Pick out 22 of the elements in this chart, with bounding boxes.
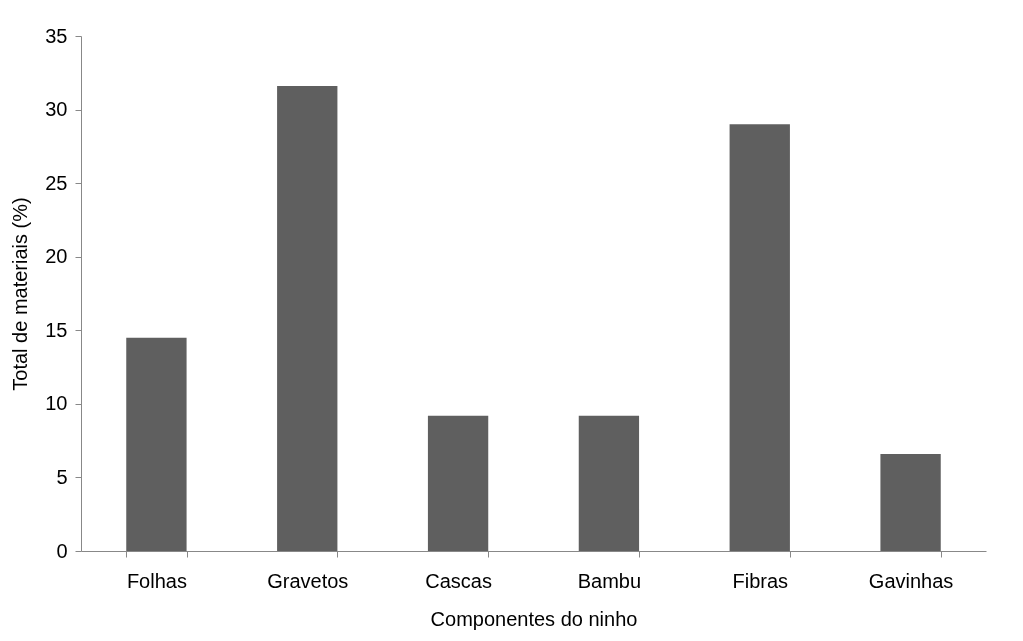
y-axis-title: Total de materiais (%): [9, 197, 32, 391]
x-tick-label: Bambu: [577, 569, 642, 592]
bar: [578, 415, 640, 551]
y-tick-label: 30: [45, 98, 68, 121]
x-tick-label: Gavinhas: [868, 569, 954, 592]
bar: [427, 415, 489, 551]
y-tick-label: 10: [45, 392, 68, 415]
y-tick-label: 35: [45, 24, 68, 47]
y-tick-label: 20: [45, 245, 68, 268]
x-tick-label: Folhas: [126, 569, 187, 592]
bar: [729, 124, 790, 551]
y-tick-label: 15: [45, 318, 68, 341]
bar: [880, 453, 941, 551]
x-tick-label: Gravetos: [267, 569, 349, 592]
y-tick-label: 25: [45, 171, 68, 194]
y-tick-label: 0: [56, 539, 68, 562]
x-tick-label: Cascas: [425, 569, 492, 592]
bar: [277, 86, 338, 551]
bar: [126, 337, 187, 551]
y-tick-label: 5: [56, 465, 68, 488]
x-axis-title: Componentes do ninho: [430, 607, 638, 630]
x-tick-label: Fibras: [732, 569, 789, 592]
